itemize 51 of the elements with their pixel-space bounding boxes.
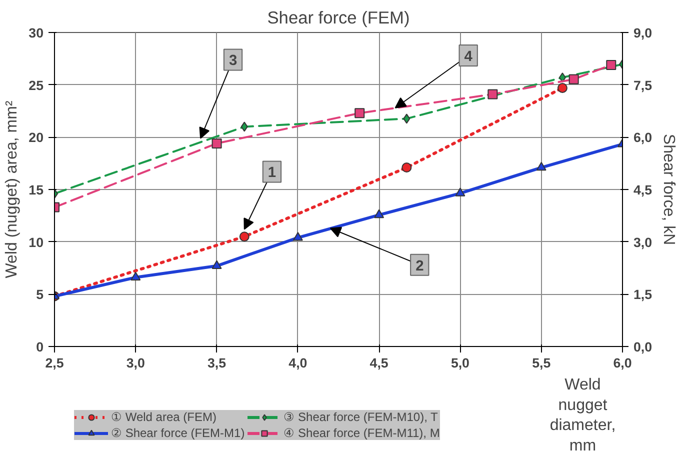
x-tick-label: 5,0 (450, 356, 470, 370)
point (557, 82, 568, 93)
y2-tick-label: 9,0 (634, 26, 652, 40)
point (403, 114, 410, 124)
x-tick-label: 2,5 (45, 356, 64, 370)
point (212, 138, 222, 148)
point (536, 162, 546, 171)
y-tick-label: 5 (36, 287, 44, 302)
x-axis-title: Weld nugget diameter, mm (550, 376, 616, 455)
legend-label: ③ Shear force (FEM-M10), T (284, 410, 438, 424)
y-axis-title: Weld (nugget) area, mm² (4, 100, 21, 278)
x-tick-label: 3,5 (208, 356, 227, 370)
x-tick-label: 6,0 (613, 356, 632, 370)
annotation: 3 (228, 53, 238, 70)
annotation: 4 (464, 49, 474, 66)
y2-tick-label: 0,0 (634, 340, 652, 354)
legend-label: ② Shear force (FEM-M1) (111, 426, 245, 440)
point (606, 60, 616, 70)
y-tick-label: 15 (28, 182, 44, 198)
y2-tick-label: 7,5 (634, 78, 653, 93)
point (455, 188, 466, 196)
point (568, 74, 579, 84)
point (130, 272, 141, 281)
point (212, 260, 222, 270)
point (374, 209, 384, 218)
y-tick-label: 30 (28, 26, 44, 40)
point (402, 162, 412, 173)
point (240, 122, 248, 132)
point (239, 232, 250, 242)
x-tick-label: 4,5 (370, 356, 389, 370)
point (488, 89, 498, 100)
legend-label: ④ Shear force (FEM-M11), M (284, 426, 440, 440)
annotation: 2 (416, 258, 424, 274)
y2-tick-label: 6,0 (634, 130, 652, 146)
y2-tick-label: 4,5 (634, 182, 653, 198)
point (354, 108, 365, 118)
point (558, 72, 566, 83)
x-tick-label: 5,5 (532, 356, 552, 370)
y-tick-label: 25 (28, 78, 44, 93)
annotation: 1 (268, 165, 276, 182)
point (292, 232, 303, 241)
y2-tick-label: 3,0 (634, 234, 652, 250)
chart-title: Shear force (FEM) (267, 8, 410, 28)
y-tick-label: 10 (28, 234, 44, 250)
y2-axis-title: Shear force, kN (660, 134, 678, 246)
x-tick-label: 4,0 (288, 356, 308, 370)
legend-label: ① Weld area (FEM) (111, 410, 216, 424)
y-tick-label: 0 (36, 340, 44, 354)
x-tick-label: 3,0 (126, 356, 145, 370)
y-tick-label: 20 (28, 130, 44, 146)
y2-tick-label: 1,5 (634, 287, 653, 302)
